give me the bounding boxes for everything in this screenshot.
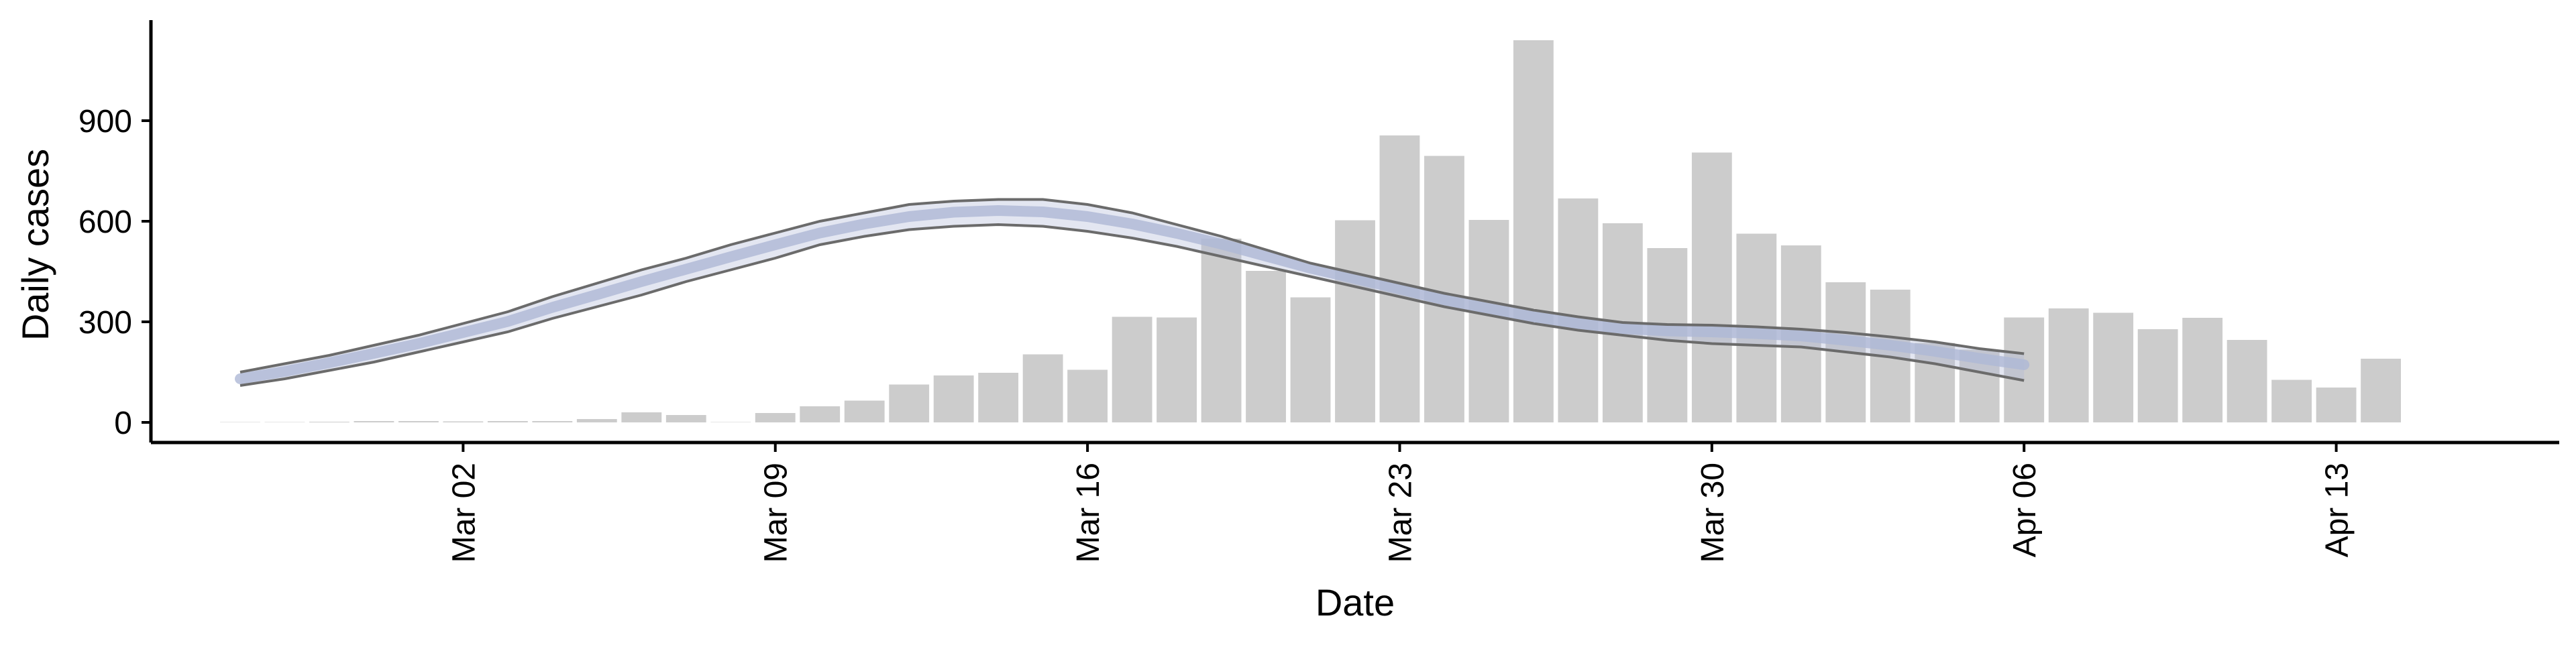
- x-axis-title: Date: [1316, 581, 1395, 624]
- bar-2020-03-19: [1201, 239, 1242, 422]
- bar-2020-03-18: [1157, 317, 1197, 422]
- bar-2020-03-21: [1290, 297, 1331, 422]
- bar-2020-04-11: [2226, 340, 2267, 422]
- bar-2020-03-04: [532, 421, 573, 422]
- x-tick-label-2020-03-16: Mar 16: [1071, 463, 1106, 563]
- x-tick-label-2020-03-30: Mar 30: [1695, 463, 1731, 563]
- bar-2020-03-06: [621, 412, 662, 422]
- model-fit-layer: [235, 198, 2030, 387]
- bar-2020-04-12: [2271, 379, 2312, 422]
- bar-2020-03-09: [755, 413, 796, 422]
- y-axis-title: Daily cases: [14, 149, 56, 341]
- bar-2020-03-05: [576, 419, 617, 422]
- x-tick-label-2020-04-06: Apr 06: [2007, 463, 2043, 557]
- bar-2020-03-20: [1246, 271, 1286, 422]
- bar-2020-04-07: [2048, 308, 2089, 422]
- bar-2020-03-03: [487, 421, 528, 422]
- y-tick-label-0: 0: [114, 406, 132, 441]
- y-tick-label-300: 300: [78, 305, 132, 341]
- bar-2020-04-14: [2361, 359, 2401, 422]
- bar-2020-04-13: [2316, 388, 2357, 422]
- bar-2020-03-14: [978, 373, 1019, 422]
- bar-2020-03-07: [665, 415, 706, 422]
- bar-2020-03-17: [1112, 316, 1152, 422]
- x-tick-label-2020-04-13: Apr 13: [2320, 463, 2355, 557]
- y-tick-label-600: 600: [78, 204, 132, 240]
- bar-2020-03-01: [398, 421, 439, 422]
- bar-2020-03-26: [1513, 40, 1554, 422]
- bar-2020-03-22: [1335, 220, 1375, 422]
- bar-2020-04-09: [2137, 329, 2178, 422]
- bar-2020-04-10: [2182, 318, 2223, 422]
- bar-2020-02-29: [354, 421, 394, 422]
- bar-2020-03-16: [1067, 369, 1108, 422]
- model-fit-center-line: [235, 205, 2030, 384]
- x-tick-label-2020-03-09: Mar 09: [759, 463, 794, 563]
- model-fit-lower-line: [239, 223, 2025, 387]
- bar-2020-03-30: [1691, 152, 1732, 422]
- bar-2020-03-25: [1468, 220, 1509, 422]
- bar-2020-03-08: [710, 422, 751, 423]
- bar-2020-02-26: [220, 422, 260, 423]
- bar-2020-04-08: [2093, 312, 2134, 422]
- bar-2020-03-10: [800, 406, 841, 422]
- bar-2020-03-12: [889, 384, 930, 422]
- bar-2020-03-27: [1558, 198, 1599, 422]
- bars-layer: [220, 40, 2401, 422]
- bar-2020-02-27: [265, 422, 305, 423]
- bar-2020-03-02: [443, 421, 484, 422]
- x-tick-label-2020-03-02: Mar 02: [446, 463, 482, 563]
- axes-layer: 0 300 600 900 Mar 02 Mar 09 Mar 16 Mar 23 Mar 30…: [78, 20, 2559, 563]
- bar-2020-03-13: [933, 375, 974, 422]
- x-tick-label-2020-03-23: Mar 23: [1383, 463, 1418, 563]
- bar-2020-03-15: [1022, 354, 1063, 422]
- bar-2020-03-11: [844, 400, 885, 422]
- model-fit-upper-line: [239, 198, 2025, 373]
- y-tick-label-900: 900: [78, 104, 132, 139]
